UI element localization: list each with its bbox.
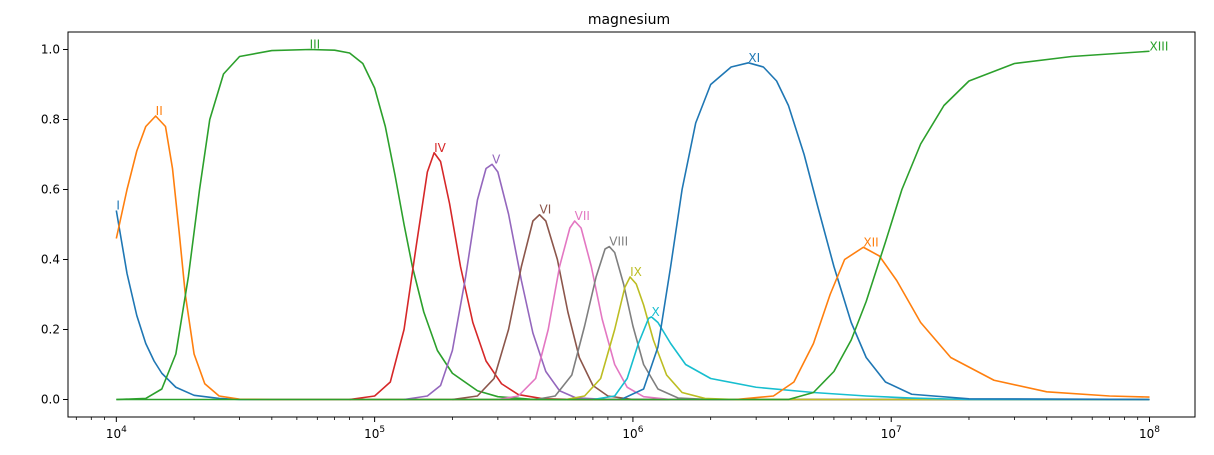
chart-title: magnesium — [588, 12, 670, 28]
y-tick-label: 1.0 — [41, 43, 60, 57]
x-tick-exponent: 7 — [896, 425, 902, 435]
series-line-viii — [535, 245, 1150, 401]
x-tick-exponent: 4 — [121, 425, 127, 435]
x-tick-base: 10 — [881, 427, 896, 441]
x-tick-base: 10 — [106, 427, 121, 441]
x-tick-label: 107 — [881, 425, 902, 441]
x-tick-base: 10 — [622, 427, 637, 441]
series-line-x — [592, 316, 1150, 401]
series-label-iii: III — [310, 38, 321, 52]
x-tick-base: 10 — [364, 427, 379, 441]
x-tick-label: 108 — [1139, 425, 1160, 441]
series-label-vii: VII — [575, 209, 590, 223]
series-label-vi: VI — [540, 203, 552, 217]
x-tick-label: 105 — [364, 425, 385, 441]
series-line-v — [403, 163, 1150, 401]
series-label-i: I — [116, 199, 120, 213]
x-tick-label: 106 — [622, 425, 643, 441]
series-label-xii: XII — [863, 235, 878, 249]
series-label-iv: IV — [434, 141, 447, 155]
series-line-xi — [620, 62, 1150, 401]
series-line-xiii — [116, 50, 1150, 401]
y-tick-label: 0.6 — [41, 183, 60, 197]
series-label-xiii: XIII — [1150, 39, 1169, 53]
series-label-xi: XI — [748, 51, 760, 65]
plot-frame — [67, 31, 1196, 418]
y-tick-label: 0.2 — [41, 323, 60, 337]
x-tick-label: 104 — [106, 425, 127, 441]
y-tick-label: 0.0 — [41, 393, 60, 407]
series-line-vi — [452, 213, 1150, 401]
x-tick-base: 10 — [1139, 427, 1154, 441]
series-label-ix: IX — [630, 265, 642, 279]
series-label-x: X — [651, 305, 659, 319]
series-line-iv — [349, 151, 1150, 401]
series-label-ii: II — [156, 104, 163, 118]
series-line-vii — [497, 220, 1150, 401]
series-line-iii — [116, 48, 1150, 401]
x-tick-exponent: 8 — [1154, 425, 1160, 435]
y-tick-label: 0.4 — [41, 253, 60, 267]
series-line-i — [115, 210, 1150, 401]
series-label-viii: VIII — [609, 235, 628, 249]
x-tick-exponent: 5 — [379, 425, 385, 435]
series-label-v: V — [492, 152, 501, 166]
y-tick-label: 0.8 — [41, 113, 60, 127]
series-line-ii — [115, 115, 1150, 401]
series-line-ix — [565, 276, 1150, 401]
series-line-xii — [735, 246, 1150, 401]
series-layer — [115, 48, 1150, 401]
x-tick-exponent: 6 — [638, 425, 644, 435]
